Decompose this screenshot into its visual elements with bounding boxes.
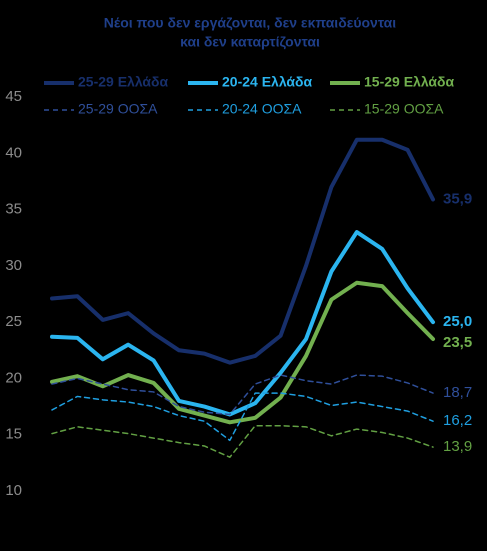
legend-label: 25-29 ΟΟΣΑ (78, 101, 158, 117)
dashed-line (51, 392, 434, 442)
line (50, 230, 435, 417)
y-tick-label: 15 (5, 426, 22, 443)
chart-subtitle: και δεν καταρτίζονται (180, 34, 320, 50)
legend-label: 15-29 ΟΟΣΑ (364, 101, 444, 117)
y-tick-label: 45 (5, 88, 22, 105)
value-label: 13,9 (443, 438, 472, 455)
value-label: 35,9 (443, 190, 472, 207)
line (50, 280, 435, 425)
value-label: 18,7 (443, 384, 472, 401)
dashed-line (51, 374, 434, 416)
chart-title: Νέοι που δεν εργάζονται, δεν εκπαιδεύοντ… (104, 15, 396, 31)
legend-label: 20-24 ΟΟΣΑ (222, 101, 302, 117)
value-label: 16,2 (443, 412, 472, 429)
y-tick-label: 10 (5, 482, 22, 499)
legend-label: 15-29 Ελλάδα (364, 74, 455, 90)
value-label: 23,5 (443, 334, 472, 351)
y-tick-label: 40 (5, 144, 22, 161)
legend-label: 20-24 Ελλάδα (222, 74, 313, 90)
y-tick-label: 30 (5, 257, 22, 274)
y-tick-label: 35 (5, 201, 22, 218)
legend-label: 25-29 Ελλάδα (78, 74, 169, 90)
dashed-line (51, 424, 434, 458)
y-tick-label: 20 (5, 369, 22, 386)
value-label: 25,0 (443, 313, 472, 330)
y-tick-label: 25 (5, 313, 22, 330)
line (50, 137, 435, 365)
